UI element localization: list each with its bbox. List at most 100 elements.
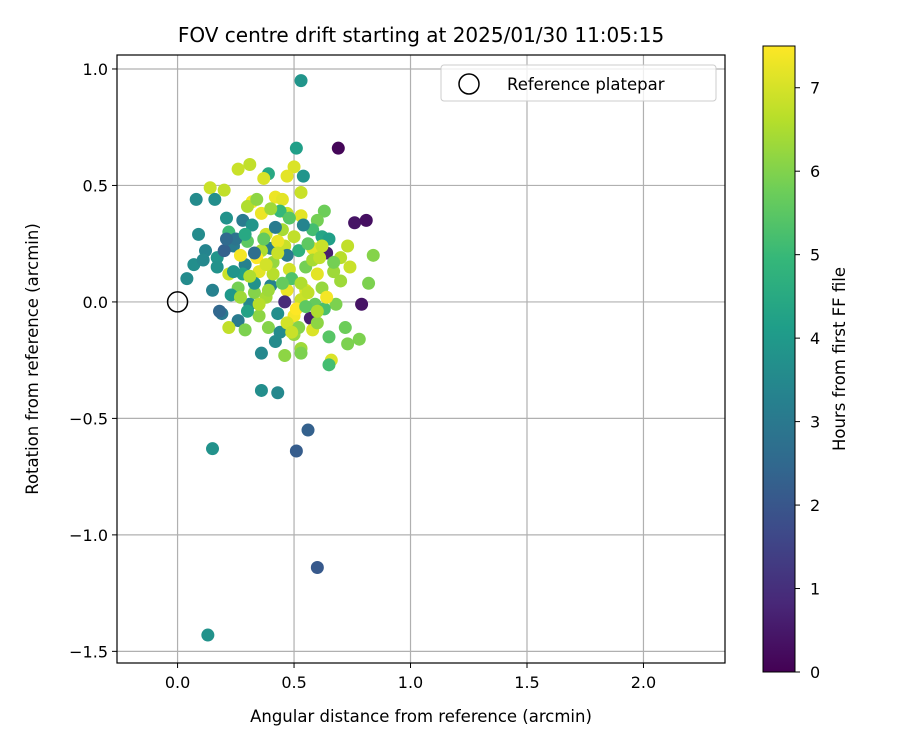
data-point [294, 185, 308, 199]
data-point [271, 307, 285, 321]
data-point [203, 181, 217, 195]
data-point [222, 321, 236, 335]
data-point [310, 304, 324, 318]
data-point [238, 227, 252, 241]
x-tick-label: 0.0 [165, 673, 190, 692]
data-point [355, 297, 369, 311]
data-point [275, 192, 289, 206]
data-point [226, 265, 240, 279]
colorbar-tick-label: 5 [810, 246, 820, 265]
chart-title: FOV centre drift starting at 2025/01/30 … [178, 23, 664, 47]
data-point [254, 383, 268, 397]
data-point [240, 199, 254, 213]
data-point [362, 276, 376, 290]
grid-lines [117, 55, 725, 663]
data-point [261, 321, 275, 335]
y-tick-label: −1.0 [69, 526, 108, 545]
data-point [201, 628, 215, 642]
colorbar-tick-label: 0 [810, 663, 820, 682]
data-point [285, 325, 299, 339]
data-point [315, 239, 329, 253]
data-point [301, 286, 315, 300]
data-point [322, 330, 336, 344]
x-tick-label: 1.5 [514, 673, 539, 692]
y-tick-label: 0.5 [83, 176, 108, 195]
data-point [271, 234, 285, 248]
colorbar-tick-label: 1 [810, 580, 820, 599]
data-point [310, 267, 324, 281]
colorbar-tick-label: 7 [810, 79, 820, 98]
data-point [261, 283, 275, 297]
data-point [212, 304, 226, 318]
data-point [208, 192, 222, 206]
y-axis-label: Rotation from reference (arcmin) [23, 223, 42, 495]
data-point [206, 442, 220, 456]
y-tick-label: −1.5 [69, 642, 108, 661]
data-point [289, 444, 303, 458]
data-point [219, 211, 233, 225]
data-point [296, 169, 310, 183]
data-point [247, 246, 261, 260]
y-tick-label: 1.0 [83, 60, 108, 79]
data-point [329, 297, 343, 311]
y-tick-label: 0.0 [83, 293, 108, 312]
colorbar-tick-label: 6 [810, 162, 820, 181]
data-point [289, 141, 303, 155]
data-point [217, 244, 231, 258]
data-point [317, 204, 331, 218]
data-point [217, 183, 231, 197]
data-point [299, 300, 313, 314]
data-point [254, 346, 268, 360]
reference-platepar-marker [166, 291, 189, 313]
data-point [210, 260, 224, 274]
colorbar-gradient [762, 45, 796, 673]
data-point [287, 160, 301, 174]
data-point [294, 74, 308, 88]
data-point [206, 283, 220, 297]
data-point [282, 211, 296, 225]
data-point [341, 239, 355, 253]
data-point [180, 272, 194, 286]
legend-marker [458, 73, 480, 95]
y-axis-ticks: −1.5 −1.0 −0.5 0.0 0.5 1.0 [69, 60, 117, 661]
data-point [338, 321, 352, 335]
data-point [233, 290, 247, 304]
legend-label: Reference platepar [507, 75, 665, 94]
data-point [231, 162, 245, 176]
data-point [331, 141, 345, 155]
data-point [271, 386, 285, 400]
colorbar-ticks: 0 1 2 3 4 5 6 7 [795, 79, 820, 682]
data-point [247, 286, 261, 300]
colorbar-tick-label: 2 [810, 496, 820, 515]
x-tick-label: 0.5 [281, 673, 306, 692]
legend: Reference platepar [440, 64, 717, 102]
data-point [287, 230, 301, 244]
data-point [343, 260, 357, 274]
data-point [240, 304, 254, 318]
data-point [259, 258, 273, 272]
data-point [310, 560, 324, 574]
y-tick-label: −0.5 [69, 409, 108, 428]
colorbar-tick-label: 3 [810, 413, 820, 432]
data-point [268, 335, 282, 349]
plot-frame [116, 54, 726, 664]
data-point [348, 216, 362, 230]
data-point [271, 246, 285, 260]
colorbar: 0 1 2 3 4 5 6 7 Hours from first FF file [762, 45, 849, 682]
data-point [250, 192, 264, 206]
data-point [257, 232, 271, 246]
data-point [352, 332, 366, 346]
data-point [243, 269, 257, 283]
data-point [301, 237, 315, 251]
data-point [296, 218, 310, 232]
data-point [327, 255, 341, 269]
data-point [366, 248, 380, 262]
data-point [275, 276, 289, 290]
data-point [310, 316, 324, 330]
data-point [189, 192, 203, 206]
data-point [252, 309, 266, 323]
data-point [334, 274, 348, 288]
colorbar-label: Hours from first FF file [830, 267, 849, 451]
x-tick-label: 2.0 [631, 673, 656, 692]
